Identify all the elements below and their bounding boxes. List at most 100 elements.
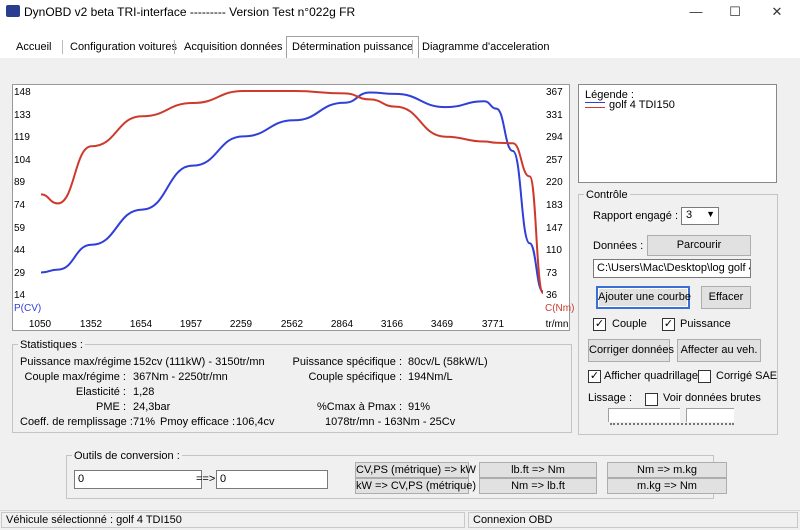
- tab-acquisition-donnees[interactable]: Acquisition données: [184, 41, 283, 53]
- minimize-icon[interactable]: —: [689, 4, 703, 19]
- stat-remplissage: 71%: [133, 416, 156, 428]
- conversion-arrow: ==>: [196, 473, 216, 485]
- legend-swatch-torque: [585, 107, 605, 108]
- conversion-output[interactable]: 0: [216, 470, 328, 489]
- chevron-down-icon: ▼: [706, 209, 715, 219]
- y-left-tick: 59: [14, 222, 26, 234]
- rapport-label: Rapport engagé :: [593, 210, 679, 222]
- y-left-tick: 89: [14, 177, 26, 189]
- tab-separator: [174, 40, 175, 54]
- lbft-to-nm-button[interactable]: lb.ft => Nm: [479, 462, 597, 478]
- app-icon: [6, 5, 20, 17]
- x-tick: 2864: [330, 319, 354, 330]
- x-tick: 3771: [481, 319, 505, 330]
- maximize-icon[interactable]: ☐: [729, 4, 741, 19]
- couple-checkbox[interactable]: ✓: [593, 318, 606, 331]
- legend-item-label: golf 4 TDI150: [609, 99, 675, 111]
- y-left-tick: 133: [14, 109, 31, 121]
- corrige-sae-label: Corrigé SAE: [716, 370, 778, 382]
- stat-pme-label: PME :: [96, 401, 126, 413]
- y-left-tick: 29: [14, 267, 26, 279]
- power-series-line: [40, 91, 544, 293]
- tab-separator: [412, 40, 413, 54]
- controle-title: Contrôle: [584, 189, 630, 201]
- affecter-vehicule-button[interactable]: Affecter au veh.: [677, 339, 761, 362]
- stat-pmoy: 106,4cv: [236, 416, 275, 428]
- close-icon[interactable]: ✕: [771, 4, 783, 19]
- x-tick: 1957: [179, 319, 203, 330]
- stat-couple-max: 367Nm - 2250tr/mn: [133, 371, 228, 383]
- stat-puissance-spec: 80cv/L (58kW/L): [408, 356, 488, 368]
- rapport-select[interactable]: 3 ▼: [681, 207, 719, 225]
- legend-title: Légende :: [585, 89, 634, 101]
- tab-determination-puissance[interactable]: Détermination puissance: [286, 36, 420, 58]
- stat-couple-spec-label: Couple spécifique :: [308, 371, 402, 383]
- nm-to-lbft-button[interactable]: Nm => lb.ft: [479, 478, 597, 494]
- quadrillage-checkbox[interactable]: ✓: [588, 370, 601, 383]
- mkg-to-nm-button[interactable]: m.kg => Nm: [607, 478, 727, 494]
- y-right-tick: 147: [546, 222, 563, 234]
- conversion-input[interactable]: 0: [74, 470, 202, 489]
- stat-cmax: 91%: [408, 401, 431, 413]
- rapport-value: 3: [686, 209, 693, 221]
- quadrillage-label: Afficher quadrillage: [604, 370, 698, 382]
- tab-diagramme-acceleration[interactable]: Diagramme d'acceleration: [422, 41, 550, 53]
- y-right-tick: 367: [546, 87, 563, 98]
- y-right-label: C(Nm): [545, 303, 575, 314]
- ajouter-courbe-button[interactable]: Ajouter une courbe: [596, 286, 691, 309]
- conversion-title: Outils de conversion :: [72, 450, 182, 462]
- status-connexion: Connexion OBD: [468, 512, 798, 528]
- x-tick: 2562: [280, 319, 304, 330]
- stat-puissance-max-label: Puissance max/régime :: [20, 356, 138, 368]
- y-left-label: P(CV): [14, 303, 42, 314]
- tab-accueil[interactable]: Accueil: [16, 41, 52, 53]
- title-bar: DynOBD v2 beta TRI-interface --------- V…: [0, 0, 800, 24]
- kw-to-cv-button[interactable]: kW => CV,PS (métrique): [355, 478, 477, 494]
- y-right-tick: 294: [546, 132, 563, 144]
- file-path-field[interactable]: C:\Users\Mac\Desktop\log golf 4: [593, 259, 751, 278]
- lissage-label: Lissage :: [588, 392, 633, 404]
- y-left-tick: 148: [14, 87, 31, 98]
- donnees-brutes-checkbox[interactable]: [645, 393, 658, 406]
- stat-couple-max-label: Couple max/régime :: [24, 371, 127, 383]
- x-tick: 3469: [430, 319, 454, 330]
- y-left-tick: 119: [14, 132, 30, 144]
- lissage-slider[interactable]: [608, 408, 680, 422]
- couple-label: Couple: [612, 318, 647, 330]
- stat-elasticite-label: Elasticité :: [75, 386, 126, 398]
- y-right-tick: 220: [546, 177, 563, 189]
- y-left-tick: 44: [14, 245, 26, 257]
- stat-puissance-spec-label: Puissance spécifique :: [292, 356, 402, 368]
- y-right-tick: 257: [546, 154, 563, 166]
- stat-bottom-line: 1078tr/mn - 163Nm - 25Cv: [325, 416, 456, 428]
- nm-to-mkg-button[interactable]: Nm => m.kg: [607, 462, 727, 478]
- legend-box: Légende : golf 4 TDI150: [578, 84, 777, 183]
- puissance-checkbox[interactable]: ✓: [662, 318, 675, 331]
- effacer-button[interactable]: Effacer: [701, 286, 751, 309]
- window-title: DynOBD v2 beta TRI-interface --------- V…: [24, 5, 356, 19]
- controle-group: [578, 194, 778, 435]
- tab-configuration-voitures[interactable]: Configuration voitures: [70, 41, 178, 53]
- cv-to-kw-button[interactable]: CV,PS (métrique) => kW: [355, 462, 477, 478]
- donnees-label: Données :: [593, 240, 644, 252]
- y-right-tick: 36: [546, 290, 558, 302]
- donnees-brutes-label: Voir données brutes: [663, 392, 761, 404]
- stat-pmoy-label: Pmoy efficace :: [160, 416, 235, 428]
- torque-series-line: [40, 90, 544, 294]
- puissance-label: Puissance: [680, 318, 731, 330]
- corrige-sae-checkbox[interactable]: [698, 370, 711, 383]
- stat-remplissage-label: Coeff. de remplissage :: [20, 416, 133, 428]
- corriger-donnees-button[interactable]: Corriger données: [588, 339, 674, 362]
- x-tick: 1352: [79, 319, 103, 330]
- brutes-slider[interactable]: [686, 408, 734, 422]
- tab-separator: [62, 40, 63, 54]
- stat-puissance-max: 152cv (111kW) - 3150tr/mn: [133, 356, 265, 368]
- parcourir-button[interactable]: Parcourir: [647, 235, 751, 256]
- chart-svg: [40, 90, 544, 294]
- y-right-tick: 110: [546, 245, 562, 257]
- status-vehicule: Véhicule sélectionné : golf 4 TDI150: [1, 512, 465, 528]
- x-tick: 1654: [129, 319, 153, 330]
- y-left-tick: 74: [14, 200, 26, 211]
- legend-swatch-power: [585, 102, 605, 103]
- x-tick: 1050: [28, 319, 52, 330]
